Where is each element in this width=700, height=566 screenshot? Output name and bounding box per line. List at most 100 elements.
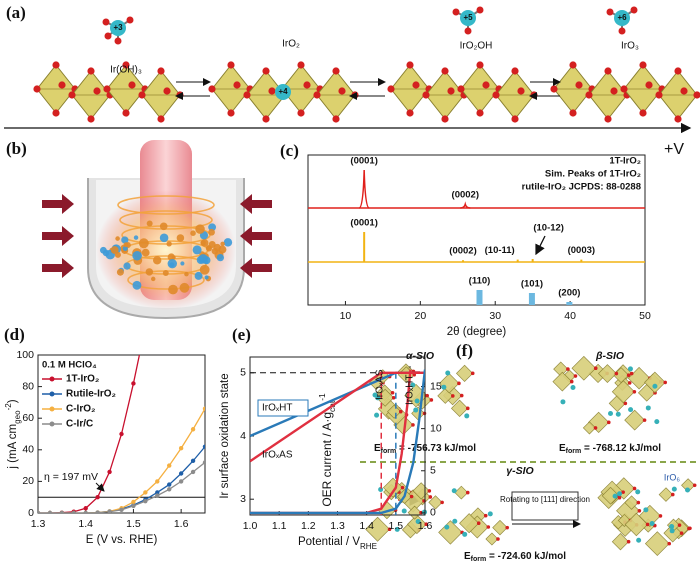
particle bbox=[150, 276, 156, 282]
species-name: Ir(OH)₃ bbox=[110, 65, 142, 76]
oxygen-atom bbox=[262, 67, 270, 75]
oxygen-atom bbox=[303, 81, 311, 89]
oxygen-atom bbox=[476, 6, 484, 14]
label-part: RHE bbox=[360, 542, 378, 551]
legend-marker bbox=[49, 421, 55, 427]
y-tick-label: 40 bbox=[22, 444, 34, 456]
data-point bbox=[107, 509, 112, 513]
y-tick-label: 100 bbox=[16, 349, 34, 361]
oxygen-atom bbox=[679, 531, 684, 535]
peak bbox=[528, 293, 535, 305]
cation bbox=[560, 399, 566, 405]
oxygen-atom bbox=[517, 87, 525, 95]
polyhedron bbox=[582, 421, 597, 435]
oxygen-atom bbox=[693, 91, 700, 99]
cation bbox=[415, 518, 421, 524]
oxygen-atom bbox=[569, 109, 577, 117]
data-point bbox=[47, 510, 53, 513]
oxygen-atom bbox=[550, 85, 558, 93]
oxygen-atom bbox=[632, 389, 637, 394]
particle bbox=[220, 241, 225, 247]
oxygen-atom bbox=[351, 91, 359, 99]
cation bbox=[635, 489, 641, 495]
legend-label: C-IrO₂ bbox=[66, 404, 95, 415]
y2-tick-label: 15 bbox=[430, 380, 442, 392]
cation bbox=[410, 382, 416, 388]
particle bbox=[162, 269, 169, 276]
y2-tick-label: 10 bbox=[430, 422, 442, 434]
polyhedron bbox=[624, 512, 649, 537]
oxygen-atom bbox=[427, 489, 432, 493]
x-axis-label: 2θ (degree) bbox=[447, 326, 507, 338]
data-point bbox=[131, 499, 136, 505]
note-box bbox=[511, 491, 579, 521]
label-part: geo bbox=[13, 410, 22, 424]
cation bbox=[451, 488, 457, 494]
y-tick-label: 4 bbox=[240, 430, 246, 442]
oxygen-atom bbox=[658, 514, 663, 518]
oxygen-atom bbox=[670, 492, 675, 497]
oxygen-atom bbox=[511, 115, 519, 123]
x-tick-label: 10 bbox=[340, 310, 352, 322]
oxygen-atom bbox=[176, 91, 184, 99]
polyhedron bbox=[407, 514, 427, 535]
oxygen-atom bbox=[114, 37, 122, 45]
particle bbox=[99, 246, 107, 254]
x-tick-label: 1.2 bbox=[301, 520, 316, 532]
oxygen-atom bbox=[157, 115, 165, 123]
oxygen-atom bbox=[476, 109, 484, 117]
cation bbox=[401, 508, 407, 514]
phase-name: β-SIO bbox=[595, 350, 624, 362]
series-label: IrOₓAS bbox=[262, 450, 293, 461]
formation-energy: Eform = -756.73 kJ/mol bbox=[374, 443, 476, 456]
polyhedron bbox=[658, 487, 674, 502]
oxygen-atom bbox=[297, 61, 305, 69]
label-part: -1 bbox=[317, 393, 327, 401]
oxygen-atom bbox=[636, 500, 641, 505]
panel-label: (e) bbox=[232, 325, 251, 344]
particle bbox=[146, 220, 153, 227]
oxygen-atom bbox=[262, 115, 270, 123]
data-point bbox=[155, 490, 160, 495]
particle bbox=[159, 222, 168, 231]
oxygen-atom bbox=[642, 418, 647, 422]
polyhedron bbox=[428, 495, 443, 510]
label-part: = -768.12 kJ/mol bbox=[581, 443, 661, 454]
y-tick-label: 3 bbox=[240, 493, 246, 505]
oxidation-state: +4 bbox=[278, 87, 288, 96]
x-tick-label: 1.5 bbox=[126, 518, 141, 530]
cation bbox=[444, 524, 450, 530]
peak bbox=[358, 169, 370, 209]
legend-label: 1T-IrO₂ bbox=[609, 156, 641, 167]
series-line bbox=[250, 369, 425, 515]
oxygen-atom bbox=[227, 61, 235, 69]
oxidation-state: +3 bbox=[113, 23, 123, 32]
data-point bbox=[119, 507, 124, 513]
polyhedron bbox=[571, 355, 597, 381]
cation bbox=[445, 370, 451, 376]
oxygen-atom bbox=[93, 87, 101, 95]
oxygen-atom bbox=[476, 61, 484, 69]
oxygen-atom bbox=[614, 371, 619, 376]
particle bbox=[199, 264, 210, 275]
label-part: E bbox=[464, 551, 471, 562]
cation bbox=[671, 486, 677, 492]
x-tick-label: 1.3 bbox=[31, 518, 46, 530]
iridium-atom bbox=[275, 84, 291, 100]
polyhedron bbox=[617, 513, 631, 527]
panel-label: (a) bbox=[6, 3, 26, 22]
particle bbox=[123, 262, 131, 270]
oxygen-atom bbox=[620, 85, 628, 93]
oxygen-atom bbox=[429, 398, 434, 402]
x-tick-label: 50 bbox=[639, 310, 651, 322]
oxygen-atom bbox=[428, 495, 433, 499]
oxygen-atom bbox=[52, 61, 60, 69]
oxygen-atom bbox=[692, 483, 697, 488]
polyhedron bbox=[439, 373, 460, 394]
oxygen-atom bbox=[626, 539, 631, 544]
x-tick-label: 40 bbox=[564, 310, 576, 322]
oxygen-atom bbox=[645, 522, 650, 527]
oxygen-atom bbox=[406, 61, 414, 69]
polyhedron bbox=[455, 364, 474, 382]
cation bbox=[452, 518, 458, 524]
